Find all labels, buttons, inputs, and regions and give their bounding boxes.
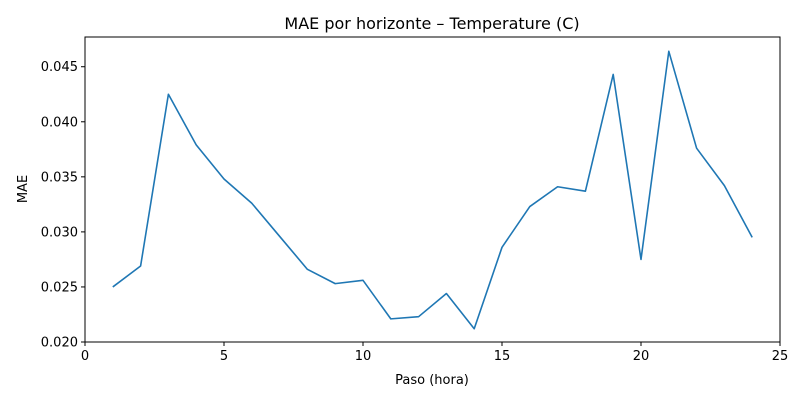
x-tick-label: 25 [772, 349, 789, 364]
x-tick-label: 10 [355, 349, 372, 364]
y-axis-label: MAE [16, 175, 31, 203]
x-tick-label: 5 [220, 349, 228, 364]
x-tick-label: 15 [494, 349, 511, 364]
chart-title: MAE por horizonte – Temperature (C) [284, 14, 579, 33]
plot-frame [84, 36, 781, 343]
y-tick-label: 0.035 [41, 170, 78, 185]
y-tick-label: 0.025 [41, 280, 78, 295]
y-tick-label: 0.045 [41, 60, 78, 75]
x-tick-label: 0 [81, 349, 89, 364]
series-line-0 [112, 50, 753, 330]
y-tick-label: 0.030 [41, 225, 78, 240]
x-axis-label: Paso (hora) [395, 373, 469, 388]
x-tick-label: 20 [633, 349, 650, 364]
plot-area: 0 5 10 15 20 25 0.020 0.025 0.030 0.035 0.040 0.045 [41, 36, 789, 364]
y-tick-label: 0.020 [41, 336, 78, 351]
y-tick-label: 0.040 [41, 115, 78, 130]
